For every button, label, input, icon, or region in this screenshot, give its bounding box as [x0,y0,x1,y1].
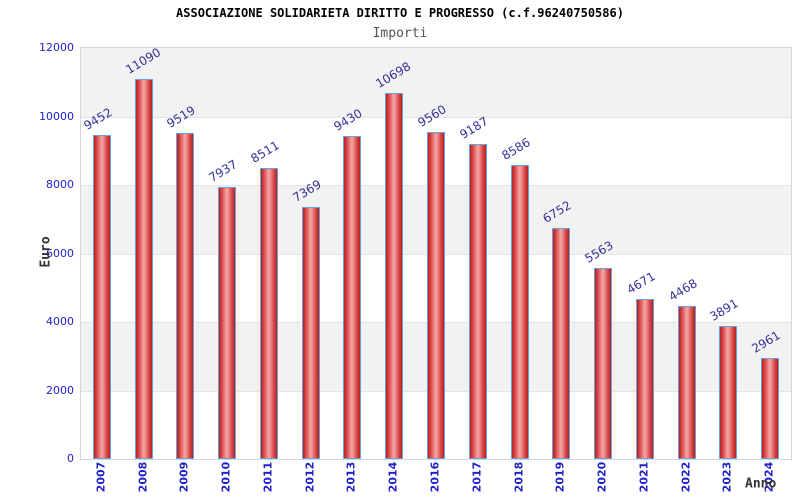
bar-2013 [343,136,362,459]
bar-2020 [594,268,613,459]
y-tick-label: 12000 [39,41,74,54]
bar-2012 [301,206,320,459]
x-tick-label: 2013 [344,461,358,493]
x-tick-label: 2011 [261,461,275,493]
y-axis-tick-labels: 0 2000 4000 6000 8000 10000 12000 [0,41,74,465]
bar-2016 [427,131,445,459]
x-tick-label: 2010 [219,461,233,493]
x-tick-label: 2018 [512,461,526,493]
chart-title: ASSOCIAZIONE SOLIDARIETA DIRITTO E PROGR… [176,6,624,20]
x-tick-label: 2023 [720,461,734,493]
bar-2014 [385,92,404,459]
x-tick-label: 2021 [637,461,651,493]
bar-2018 [510,164,529,459]
bar-2011 [259,167,278,459]
y-tick-label: 8000 [46,178,74,191]
x-axis-title: Anno [745,476,777,492]
bar-2007 [92,135,111,459]
y-tick-label: 2000 [46,383,74,397]
x-tick-label: 2016 [428,461,442,493]
bar-2010 [218,187,237,459]
bar-2019 [552,227,571,459]
y-tick-label: 0 [67,452,74,465]
bar-2024 [761,357,780,459]
bar-2022 [677,305,696,459]
x-axis-tick-labels: 2007 2008 2009 2010 2011 2012 2013 2014 2016 2017… [80,458,790,500]
y-tick-label: 6000 [46,246,74,260]
x-tick-label: 2020 [595,461,609,493]
y-axis-title: Euro [38,236,54,268]
x-tick-label: 2017 [470,461,484,493]
bar-2008 [134,79,153,459]
bar-2017 [468,144,487,459]
x-tick-label: 2014 [386,461,400,493]
x-tick-label: 2008 [136,461,150,493]
plot-area: 9452 11090 9519 7937 8511 7369 9430 10698 9560 91… [80,45,792,460]
y-tick-label: 10000 [39,109,74,123]
bar-2009 [176,132,195,459]
x-tick-label: 2019 [553,461,567,493]
x-tick-label: 2012 [303,461,317,493]
y-tick-label: 4000 [46,315,74,328]
x-tick-label: 2022 [679,461,693,493]
bar-2023 [719,325,738,459]
plot-band [81,48,791,117]
bar-2021 [635,299,654,459]
x-tick-label: 2007 [94,461,108,493]
chart-subtitle: Importi [372,26,428,41]
x-tick-label: 2009 [177,461,191,493]
